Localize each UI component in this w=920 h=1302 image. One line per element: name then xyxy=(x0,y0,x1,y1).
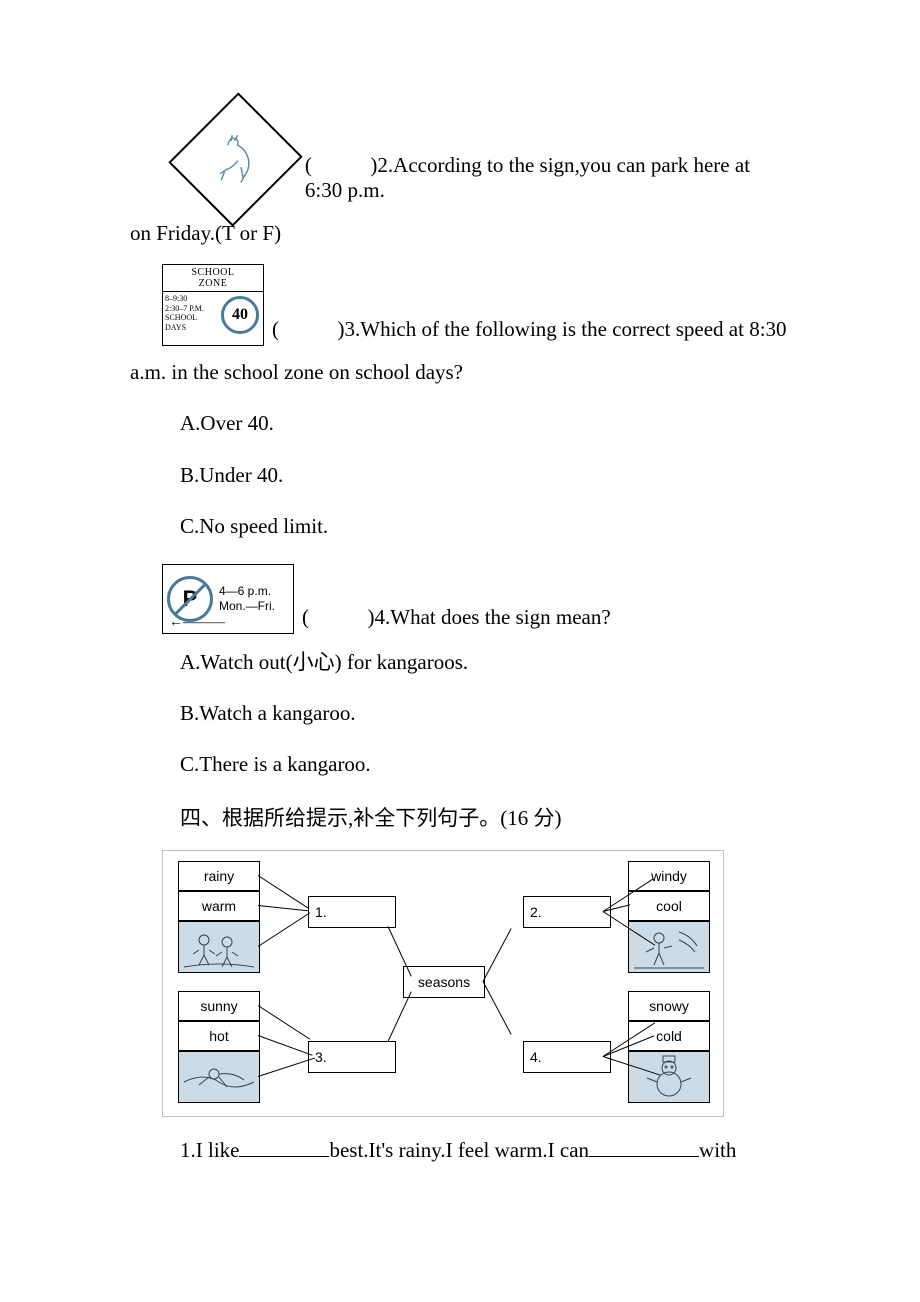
q4-opt-a: A.Watch out(小心) for kangaroos. xyxy=(180,648,790,677)
blank-1[interactable] xyxy=(239,1135,329,1157)
np-arrow-icon: ←——— xyxy=(169,615,225,631)
speed-value: 40 xyxy=(232,306,248,324)
fill-sentence: 1.I like best.It's rainy.I feel warm.I ca… xyxy=(180,1135,790,1165)
fill-end: with xyxy=(699,1138,736,1162)
cell-warm: warm xyxy=(178,891,260,921)
q2-question: )2.According to the sign,you can park he… xyxy=(305,153,750,202)
winter-icon xyxy=(629,1052,709,1102)
section4-title: 四、根据所给提示,补全下列句子。(16 分) xyxy=(180,802,790,832)
cell-cold: cold xyxy=(628,1021,710,1051)
cell-rainy: rainy xyxy=(178,861,260,891)
sz-word1: SCHOOL xyxy=(165,313,219,323)
seasons-diagram: rainy warm sunny hot windy cool snowy co… xyxy=(162,850,724,1117)
sz-time1: 8–9:30 xyxy=(165,294,219,304)
sz-time2: 2:30–7 P.M. xyxy=(165,304,219,314)
fill-pre: 1.I like xyxy=(180,1138,239,1162)
sz-title-1: SCHOOL xyxy=(163,267,263,278)
img-autumn xyxy=(628,921,710,973)
cell-snowy: snowy xyxy=(628,991,710,1021)
sz-details: 8–9:30 2:30–7 P.M. SCHOOL DAYS xyxy=(163,292,221,345)
np-time: 4—6 p.m. xyxy=(219,584,275,598)
cell-cool: cool xyxy=(628,891,710,921)
np-days: Mon.—Fri. xyxy=(219,599,275,613)
q4-line1: ( )4.What does the sign mean? xyxy=(302,605,611,634)
schoolzone-sign: SCHOOL ZONE 8–9:30 2:30–7 P.M. SCHOOL DA… xyxy=(162,264,264,346)
q3-line2: a.m. in the school zone on school days? xyxy=(130,358,790,387)
kangaroo-icon xyxy=(208,132,263,187)
q3-line1: ( )3.Which of the following is the corre… xyxy=(272,317,787,346)
autumn-icon xyxy=(629,922,709,972)
q2-text: ( )2.According to the sign,you can park … xyxy=(305,153,790,209)
noparking-sign: P 4—6 p.m. Mon.—Fri. ←——— xyxy=(162,564,294,634)
speed-limit-icon: 40 xyxy=(221,296,259,334)
q2-row: ( )2.According to the sign,you can park … xyxy=(130,100,790,209)
sz-title-2: ZONE xyxy=(163,278,263,289)
img-summer xyxy=(178,1051,260,1103)
sz-title: SCHOOL ZONE xyxy=(163,265,263,292)
q2-tf-line: on Friday.(T or F) xyxy=(130,221,790,246)
q4-question: )4.What does the sign mean? xyxy=(368,605,611,629)
q4-opt-b: B.Watch a kangaroo. xyxy=(180,699,790,728)
worksheet-page: ( )2.According to the sign,you can park … xyxy=(0,0,920,1302)
img-spring xyxy=(178,921,260,973)
q3-opt-c: C.No speed limit. xyxy=(180,512,790,541)
img-winter xyxy=(628,1051,710,1103)
blank-2[interactable] xyxy=(589,1135,699,1157)
cell-4: 4. xyxy=(523,1041,611,1073)
cell-sunny: sunny xyxy=(178,991,260,1021)
spring-icon xyxy=(179,922,259,972)
q4-opt-c: C.There is a kangaroo. xyxy=(180,750,790,779)
fill-mid: best.It's rainy.I feel warm.I can xyxy=(329,1138,589,1162)
q3-row: SCHOOL ZONE 8–9:30 2:30–7 P.M. SCHOOL DA… xyxy=(130,264,790,346)
sz-word2: DAYS xyxy=(165,323,219,333)
q3-paren-open: ( xyxy=(272,317,279,341)
summer-icon xyxy=(179,1052,259,1102)
cell-1: 1. xyxy=(308,896,396,928)
cell-3: 3. xyxy=(308,1041,396,1073)
q3-opt-a: A.Over 40. xyxy=(180,409,790,438)
q2-paren-open: ( xyxy=(305,153,312,177)
q3-question: )3.Which of the following is the correct… xyxy=(338,317,787,341)
q4-row: P 4—6 p.m. Mon.—Fri. ←——— ( )4.What does… xyxy=(130,564,790,634)
cell-2: 2. xyxy=(523,896,611,928)
cell-seasons: seasons xyxy=(403,966,485,998)
kangaroo-sign xyxy=(168,92,302,226)
cell-hot: hot xyxy=(178,1021,260,1051)
q4-paren-open: ( xyxy=(302,605,309,629)
q3-opt-b: B.Under 40. xyxy=(180,461,790,490)
np-text: 4—6 p.m. Mon.—Fri. xyxy=(219,584,275,613)
